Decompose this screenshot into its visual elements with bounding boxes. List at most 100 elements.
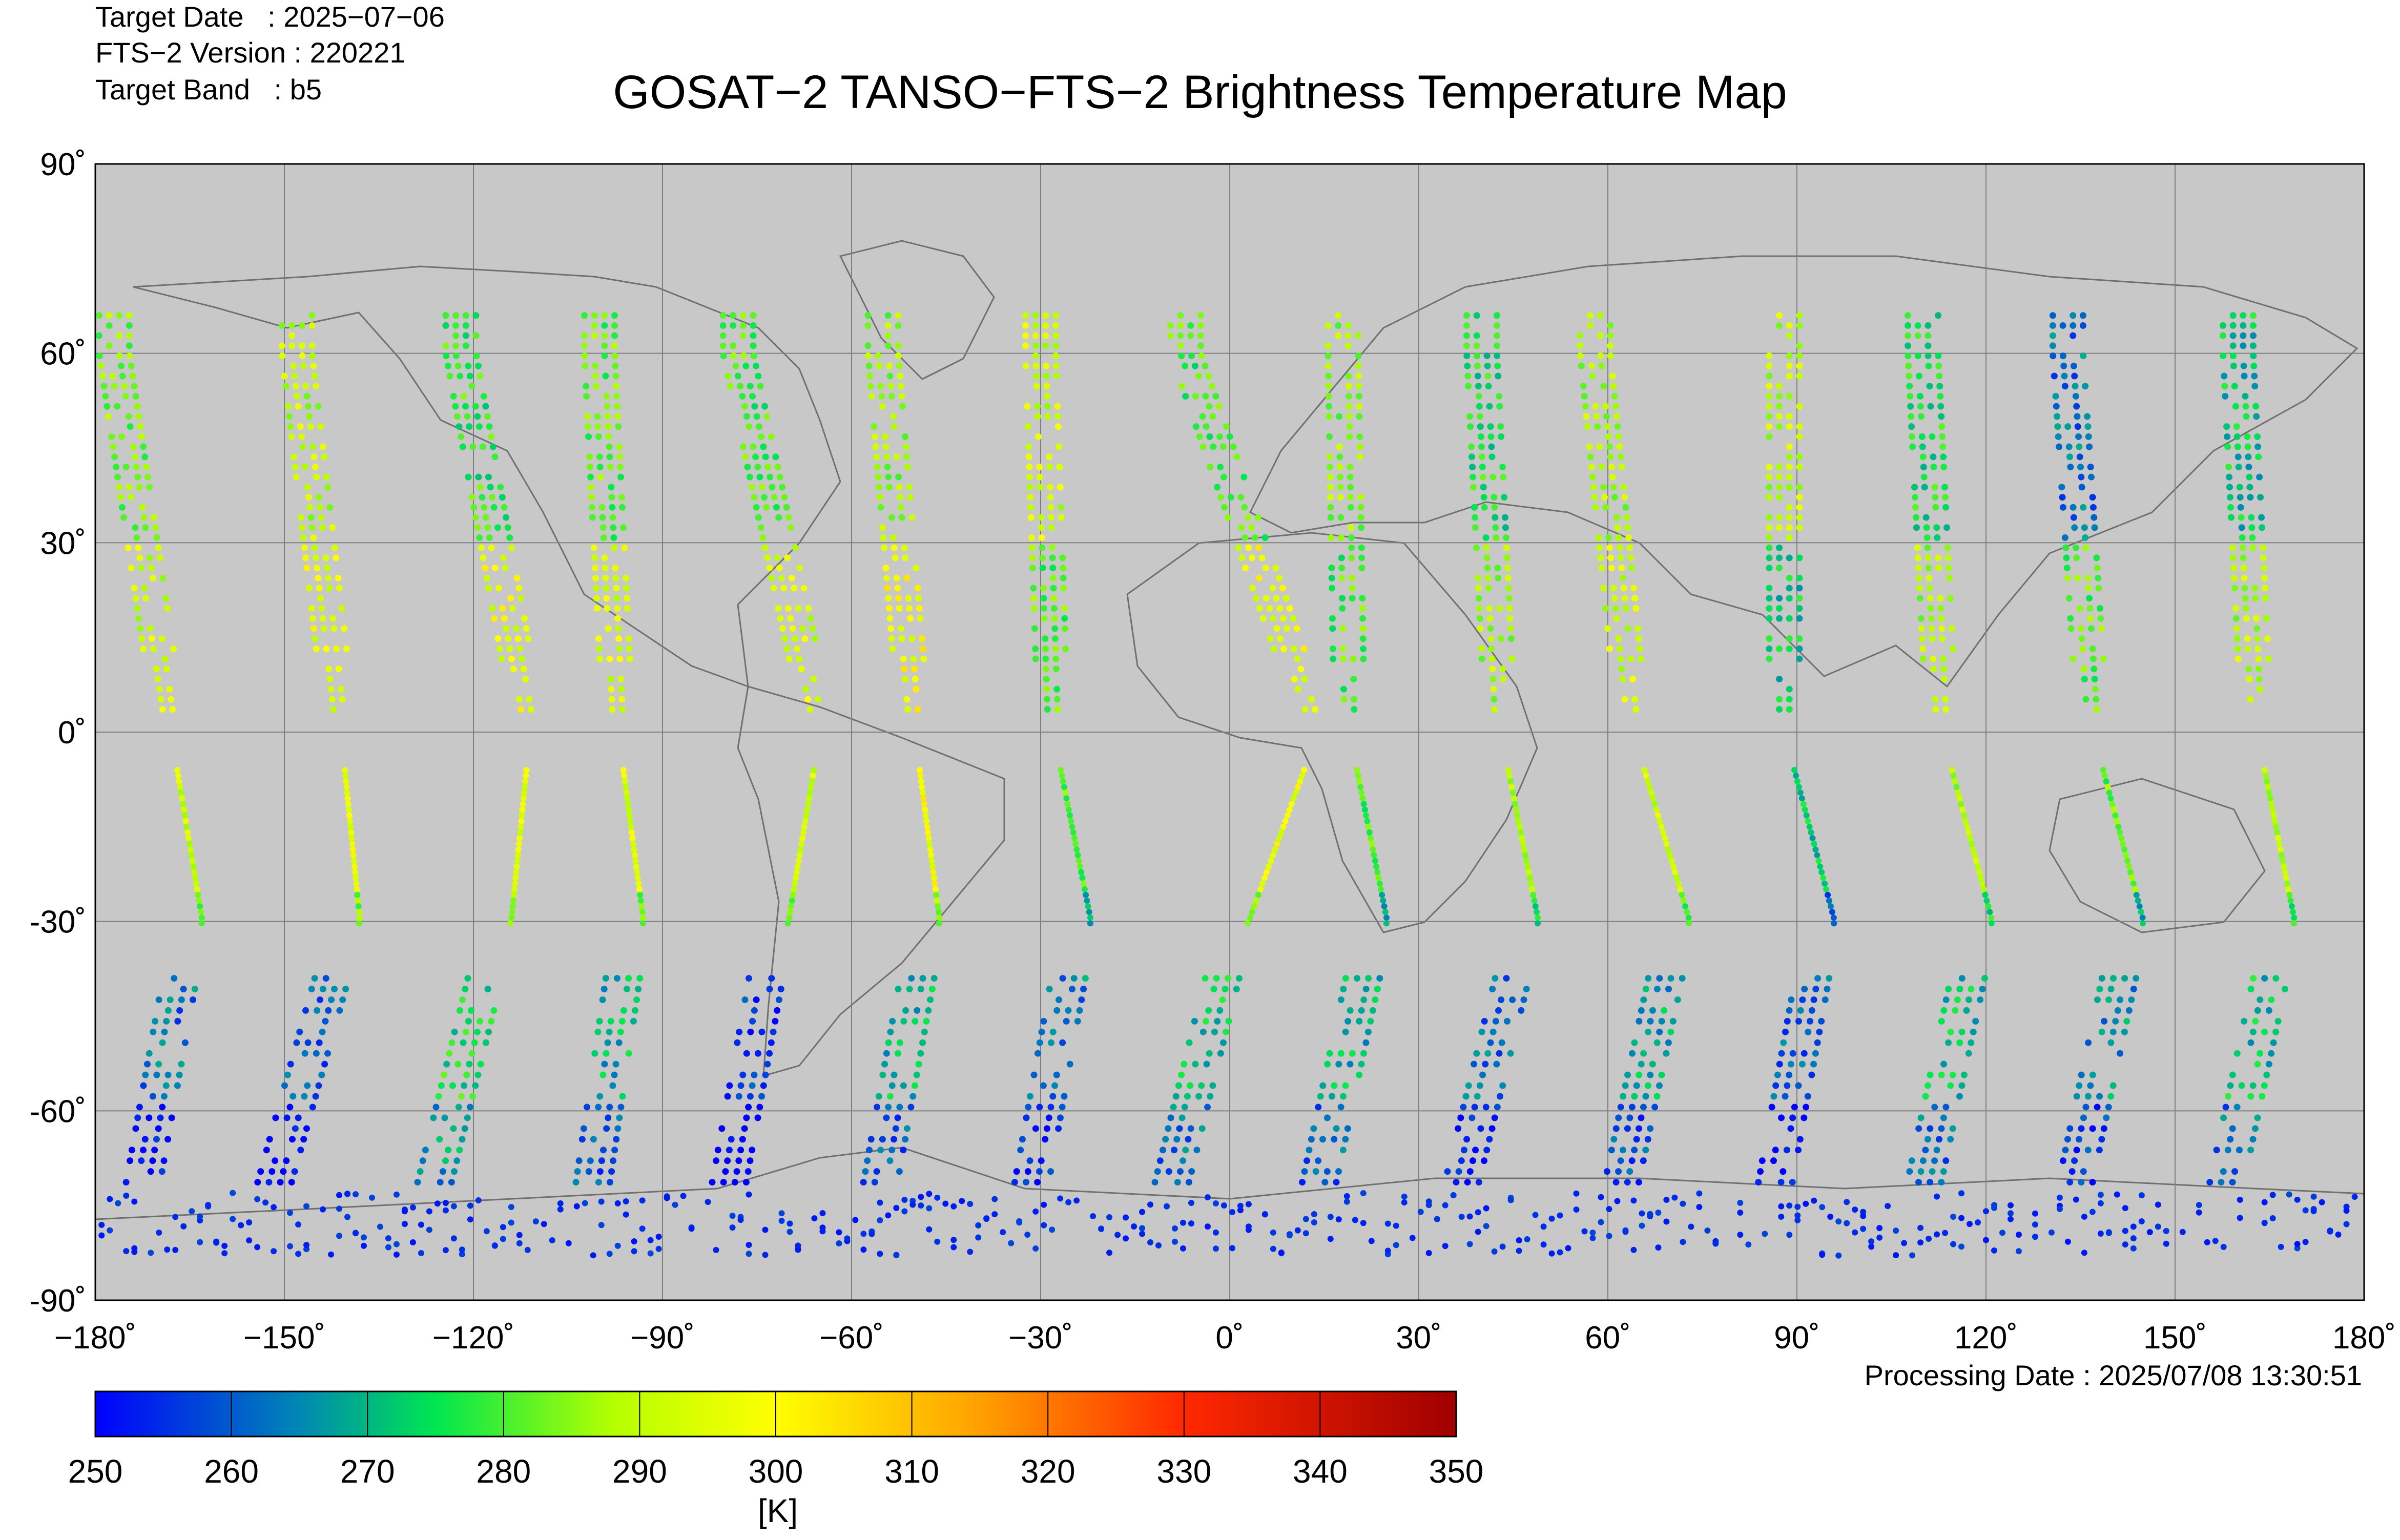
data-point [1796, 494, 1803, 501]
data-point [280, 1168, 287, 1175]
data-point [758, 433, 765, 440]
data-point [2136, 903, 2143, 910]
data-point [1776, 463, 1783, 470]
data-point [2127, 869, 2134, 876]
data-point [1177, 312, 1184, 319]
data-point [1596, 443, 1603, 450]
data-point [2072, 544, 2079, 551]
data-point [1958, 1243, 1965, 1250]
data-point [1177, 342, 1184, 349]
data-point [620, 766, 627, 773]
data-point [1262, 565, 1269, 572]
data-point [1826, 898, 1832, 904]
data-point [1926, 1235, 1932, 1242]
data-point [775, 514, 782, 521]
data-point [617, 473, 625, 481]
data-point [920, 795, 927, 802]
data-point [300, 362, 307, 369]
data-point [735, 1093, 742, 1100]
data-point [488, 433, 495, 440]
data-point [2310, 1208, 2317, 1215]
data-point [1766, 413, 1773, 420]
data-point [594, 413, 601, 420]
data-point [780, 585, 788, 592]
data-point [810, 675, 817, 682]
data-point [459, 1251, 465, 1258]
data-point [886, 1093, 894, 1100]
data-point [1114, 1232, 1121, 1238]
data-point [354, 886, 360, 892]
data-point [604, 1039, 611, 1046]
data-point [814, 696, 821, 703]
data-point [1165, 1125, 1172, 1132]
data-point [1985, 903, 1992, 910]
data-point [1974, 863, 1981, 870]
data-point [278, 322, 285, 329]
data-point [488, 1017, 495, 1025]
data-point [1326, 403, 1333, 410]
data-point [777, 986, 784, 993]
data-point [288, 1136, 296, 1143]
data-point [2093, 554, 2100, 561]
data-point [2096, 1093, 2103, 1100]
data-point [1217, 463, 1224, 470]
data-point [1617, 1104, 1624, 1111]
data-point [2264, 778, 2270, 785]
data-point [326, 504, 334, 511]
data-point [499, 494, 506, 501]
data-point [1342, 1082, 1349, 1089]
data-point [897, 494, 904, 501]
data-point [2122, 1227, 2128, 1234]
data-point [1796, 423, 1803, 430]
data-point [155, 544, 162, 551]
data-point [132, 1125, 139, 1132]
data-point [2242, 605, 2249, 612]
data-point [1039, 554, 1046, 561]
data-point [1922, 1147, 1929, 1154]
data-point [134, 605, 141, 612]
data-point [1901, 1240, 1908, 1246]
data-point [1337, 514, 1344, 521]
data-point [2270, 812, 2277, 819]
data-point [2056, 1194, 2063, 1201]
data-point [1025, 443, 1032, 450]
data-point [942, 1200, 949, 1207]
data-point [746, 1251, 752, 1257]
data-point [1032, 322, 1039, 329]
data-point [1325, 383, 1332, 390]
data-point [1063, 1017, 1070, 1025]
data-point [409, 1204, 416, 1211]
data-point [315, 1082, 322, 1089]
data-point [1630, 1246, 1637, 1253]
data-point [2070, 514, 2077, 521]
data-point [1632, 706, 1640, 713]
data-point [246, 1219, 253, 1225]
data-point [1981, 975, 1989, 982]
data-point [517, 595, 524, 602]
data-point [904, 463, 911, 470]
data-point [1991, 1202, 1997, 1209]
data-point [619, 504, 626, 511]
data-point [896, 362, 903, 369]
data-point [1935, 554, 1942, 561]
data-point [1802, 806, 1808, 813]
data-point [452, 312, 460, 319]
data-point [2254, 1007, 2261, 1014]
data-point [1029, 554, 1036, 561]
data-point [515, 585, 523, 592]
data-point [1191, 1017, 1198, 1025]
data-point [116, 312, 123, 319]
data-point [1356, 778, 1362, 785]
data-point [1597, 332, 1604, 339]
data-point [309, 352, 316, 360]
data-point [461, 1082, 468, 1089]
data-point [2234, 443, 2241, 450]
data-point [1786, 372, 1793, 380]
data-point [2261, 1199, 2268, 1205]
data-point [612, 565, 619, 572]
data-point [1380, 898, 1387, 904]
data-point [1944, 554, 1952, 561]
data-point [918, 1202, 924, 1209]
data-point [1776, 544, 1783, 551]
data-point [613, 383, 620, 390]
